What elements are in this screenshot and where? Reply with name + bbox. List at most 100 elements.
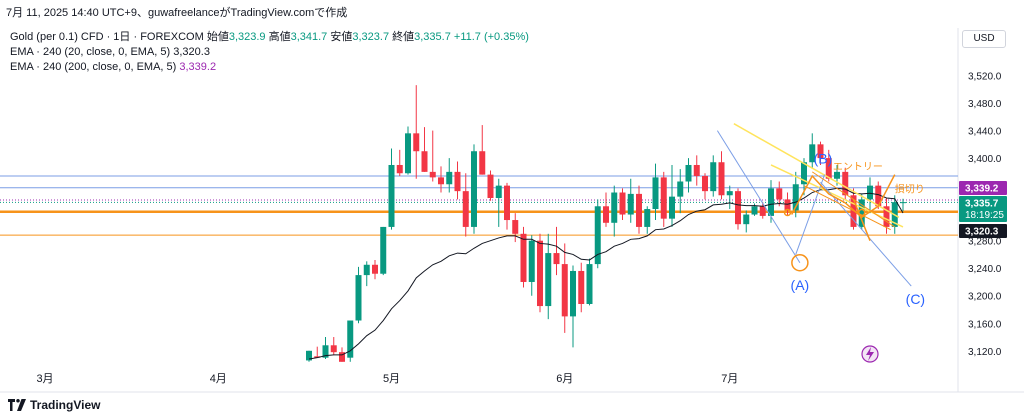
candle-body bbox=[429, 171, 436, 178]
candle-body bbox=[685, 164, 692, 182]
stop-label: 損切り bbox=[895, 183, 925, 196]
candle-body bbox=[702, 176, 708, 192]
candle-body bbox=[528, 240, 535, 282]
candle-body bbox=[660, 177, 667, 219]
candle-body bbox=[875, 185, 882, 207]
price-tag-bg bbox=[959, 181, 1007, 195]
candle-body bbox=[768, 188, 774, 216]
price-tag-bg bbox=[959, 196, 1007, 222]
candle-body bbox=[388, 164, 395, 227]
candle-body bbox=[553, 253, 560, 265]
candle-body bbox=[627, 193, 634, 215]
yellow-trendline bbox=[733, 123, 900, 218]
x-tick-label: 4月 bbox=[210, 373, 227, 385]
candle-body bbox=[322, 345, 329, 358]
ema200-value: 3,339.2 bbox=[179, 61, 217, 73]
symbol-name[interactable]: Gold (per 0.1) CFD · 1日 · FOREXCOM bbox=[10, 31, 204, 43]
candle-body bbox=[801, 162, 807, 185]
candle-body bbox=[669, 196, 675, 219]
x-tick-label: 7月 bbox=[721, 373, 738, 385]
lightning-bolt bbox=[866, 347, 874, 361]
entry-label: エントリー bbox=[833, 162, 883, 173]
snapshot-caption: 7月 11, 2025 14:40 UTC+9、guwafreelanceがTr… bbox=[6, 7, 348, 19]
orange-marker bbox=[858, 208, 866, 217]
change-value: +11.7 (+0.35%) bbox=[453, 31, 529, 43]
candle-body bbox=[710, 162, 717, 192]
candle-body bbox=[636, 193, 642, 227]
candle-body bbox=[619, 192, 626, 215]
candle-body bbox=[809, 144, 816, 163]
blue-trendline-c bbox=[820, 181, 912, 287]
candle-body bbox=[512, 220, 519, 234]
candle-body bbox=[603, 206, 609, 223]
candle-body bbox=[842, 171, 849, 196]
candle-body bbox=[471, 151, 477, 227]
ema200-row[interactable]: EMA · 240 (200, close, 0, EMA, 5) 3,339.… bbox=[10, 60, 529, 75]
candle-body bbox=[413, 133, 420, 152]
ema20-value: 3,320.3 bbox=[173, 46, 210, 58]
candle-body bbox=[446, 171, 453, 185]
candle-body bbox=[363, 264, 370, 276]
price-tag-last: 3,335.718:19:25 bbox=[959, 196, 1007, 222]
brand-name: TradingView bbox=[30, 398, 101, 412]
chart-legend: Gold (per 0.1) CFD · 1日 · FOREXCOM 始値3,3… bbox=[10, 30, 529, 75]
candle-body bbox=[454, 171, 461, 192]
open-value: 3,323.9 bbox=[228, 31, 266, 43]
low-label: 安値 bbox=[330, 31, 353, 43]
high-value: 3,341.7 bbox=[290, 31, 328, 43]
candle-body bbox=[396, 164, 403, 174]
candle-body bbox=[718, 162, 725, 196]
candle-body bbox=[520, 233, 527, 282]
candle-body bbox=[735, 191, 741, 225]
low-value: 3,323.7 bbox=[352, 31, 390, 43]
orange-dip bbox=[852, 199, 871, 241]
ema20-row[interactable]: EMA · 240 (20, close, 0, EMA, 5) 3,320.3 bbox=[10, 45, 529, 60]
currency-button[interactable]: USD bbox=[962, 30, 1006, 48]
candle-body bbox=[784, 199, 791, 211]
close-value: 3,335.7 bbox=[414, 31, 451, 43]
candle-body bbox=[545, 253, 552, 307]
candle-body bbox=[726, 191, 733, 196]
candle-body bbox=[594, 206, 601, 265]
candle-body bbox=[487, 174, 494, 199]
yellow-trendline-lower bbox=[770, 164, 904, 228]
candle-body bbox=[586, 264, 593, 304]
candle-body bbox=[776, 188, 783, 200]
ema20-label: EMA · 240 (20, close, 0, EMA, 5) bbox=[10, 46, 171, 58]
candle-body bbox=[479, 151, 486, 175]
candle-body bbox=[438, 177, 444, 185]
candle-body bbox=[495, 185, 502, 199]
y-tick-label: 3,120.0 bbox=[968, 347, 1002, 358]
candle-body bbox=[462, 191, 469, 227]
candle-body bbox=[677, 181, 684, 197]
open-label: 始値 bbox=[206, 31, 229, 43]
x-tick-label: 3月 bbox=[36, 373, 53, 385]
blue-trendline-b bbox=[795, 174, 826, 255]
candle-body bbox=[751, 206, 758, 215]
candle-body bbox=[693, 164, 700, 176]
orange-wave bbox=[790, 174, 896, 219]
candle-body bbox=[504, 185, 510, 221]
candle-body bbox=[834, 171, 840, 179]
candle-body bbox=[380, 226, 387, 274]
y-tick-label: 3,200.0 bbox=[968, 292, 1002, 303]
symbol-row: Gold (per 0.1) CFD · 1日 · FOREXCOM 始値3,3… bbox=[10, 30, 529, 45]
wave-a-label: (A) bbox=[791, 277, 810, 293]
ema200-label: EMA · 240 (200, close, 0, EMA, 5) bbox=[10, 61, 177, 73]
candle-body bbox=[759, 206, 766, 216]
candle-body bbox=[347, 320, 354, 358]
price-tag-value: 3,320.3 bbox=[965, 227, 999, 238]
high-label: 高値 bbox=[268, 31, 291, 43]
candle-body bbox=[858, 199, 865, 227]
price-tag-value: 3,339.2 bbox=[965, 184, 999, 195]
candle-body bbox=[900, 202, 906, 204]
candle-body bbox=[405, 133, 411, 174]
y-tick-label: 3,520.0 bbox=[968, 72, 1002, 83]
ema20-line bbox=[308, 187, 904, 360]
candle-body bbox=[578, 270, 585, 304]
x-tick-label: 5月 bbox=[383, 373, 400, 385]
candle-body bbox=[372, 264, 378, 274]
candle-body bbox=[817, 144, 824, 159]
candle-body bbox=[561, 264, 568, 317]
